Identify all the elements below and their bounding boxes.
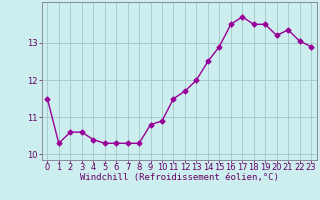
X-axis label: Windchill (Refroidissement éolien,°C): Windchill (Refroidissement éolien,°C) bbox=[80, 173, 279, 182]
